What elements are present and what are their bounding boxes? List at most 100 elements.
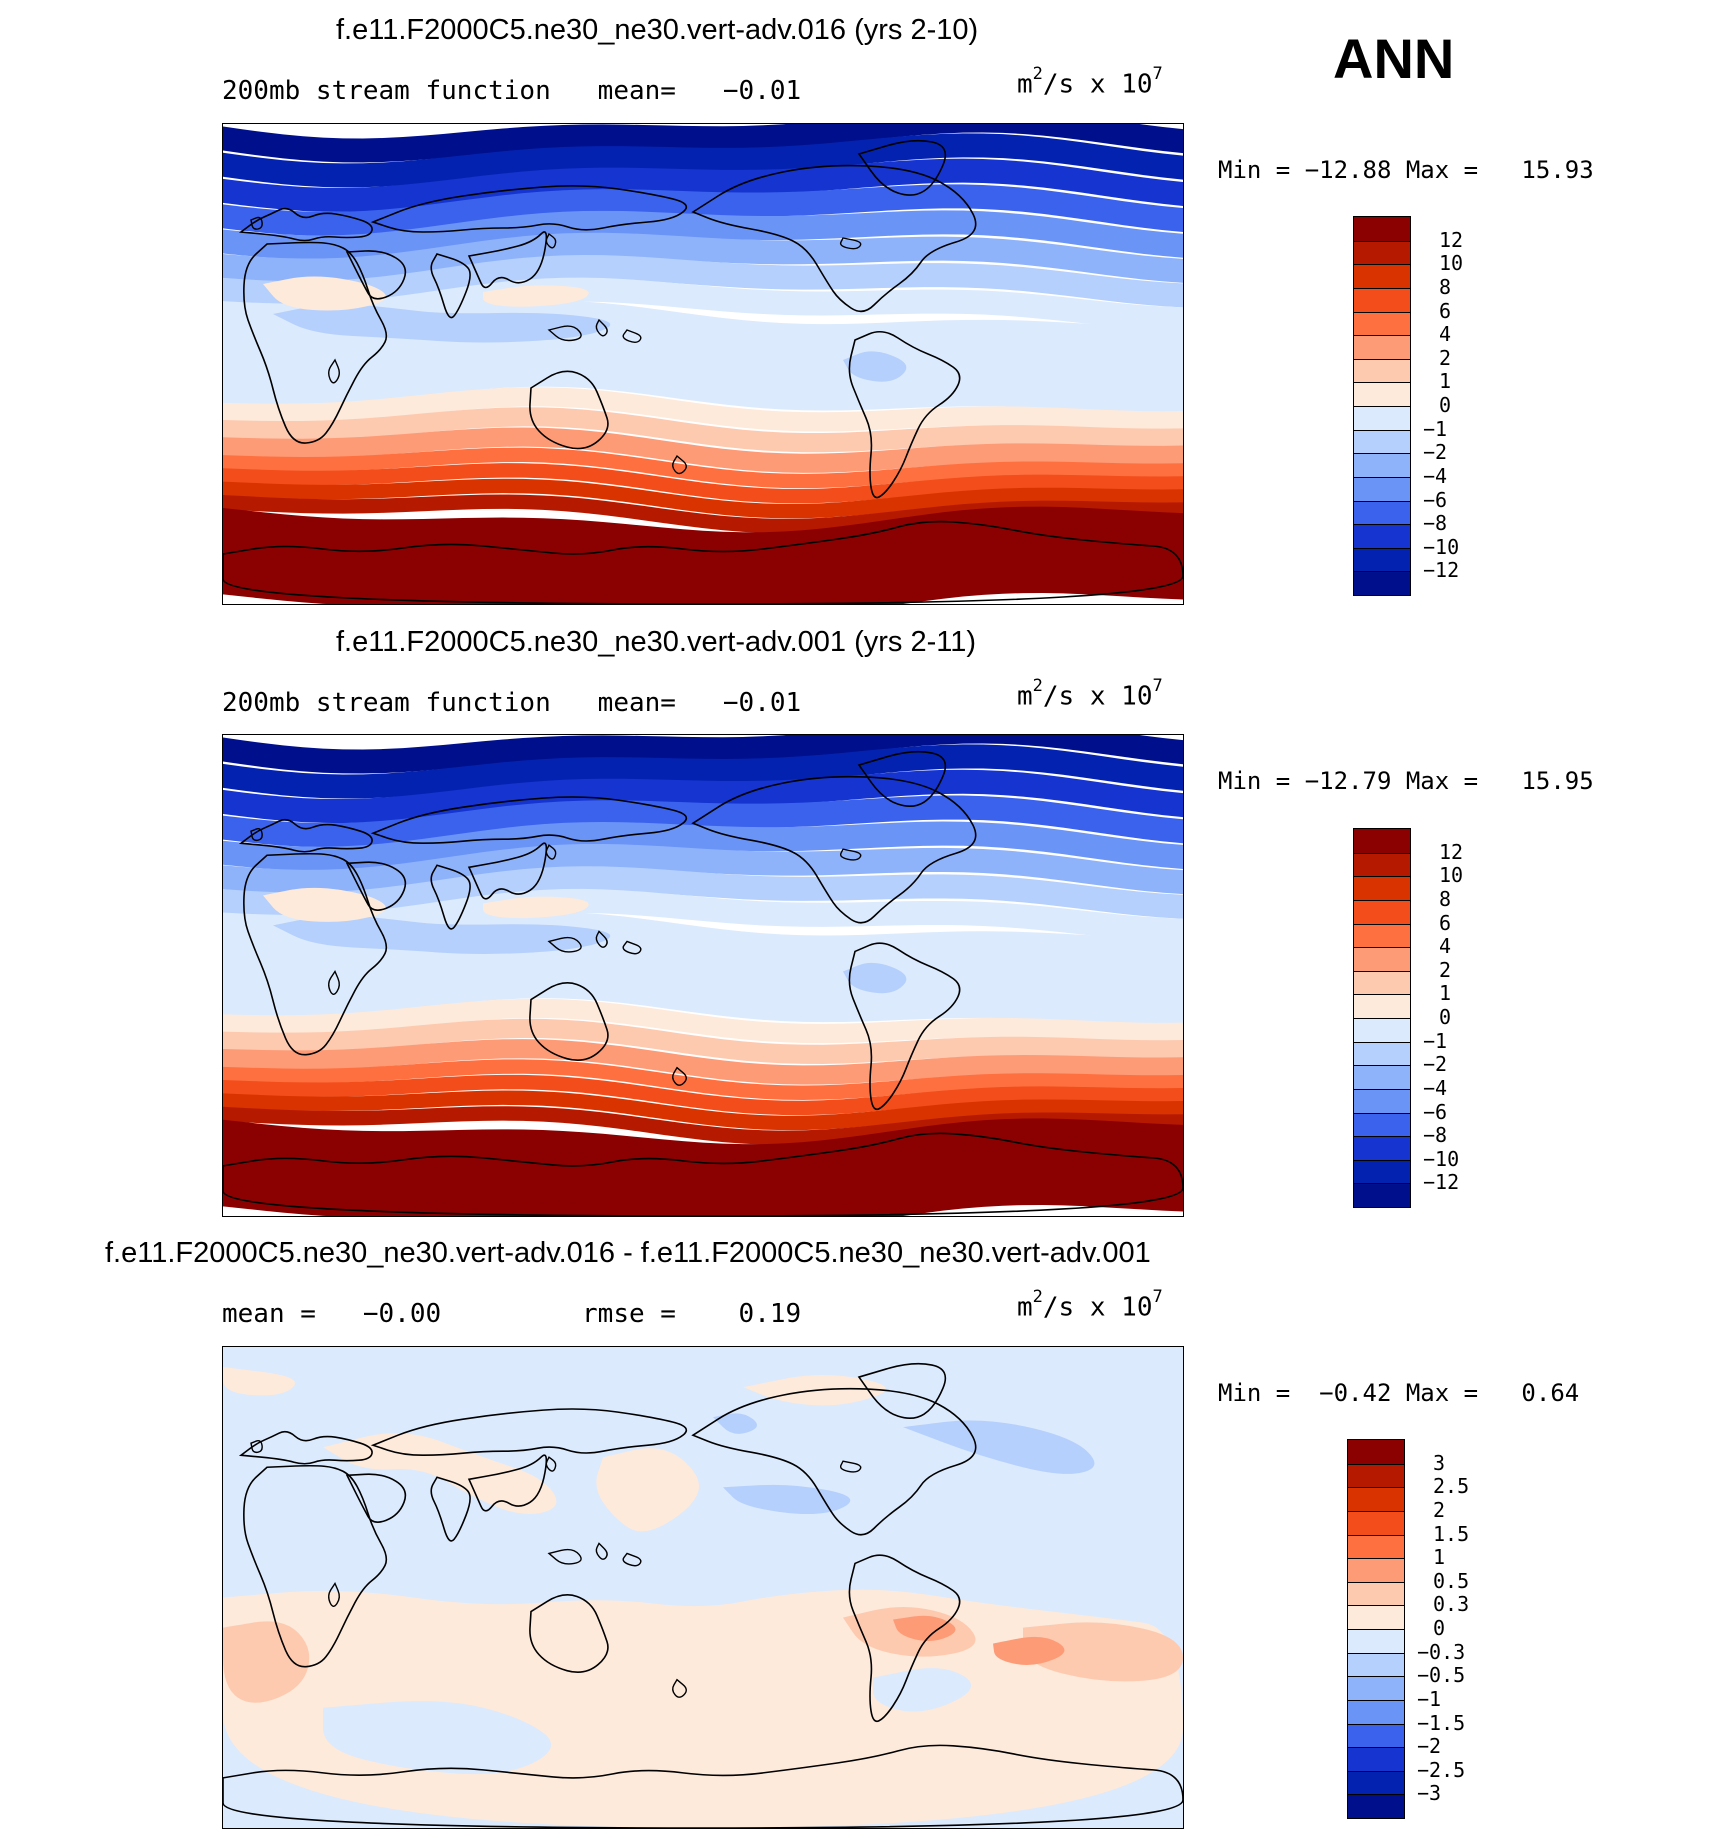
colorbar-swatch [1354,852,1410,877]
colorbar-tick-label: −2.5 [1417,1757,1466,1782]
colorbar-swatch [1354,264,1410,288]
coastline [691,775,977,924]
colorbar-tick-label: 4 [1439,934,1452,959]
coastline [243,1464,388,1668]
island-outline [545,232,557,249]
units-mid: /s x 10 [1042,1292,1153,1323]
colorbar-swatch [1354,1041,1410,1066]
colorbar-swatch [1348,1534,1404,1559]
colorbar-tick-label: 12 [1439,839,1464,864]
colorbar-swatch [1354,1018,1410,1042]
colorbar-swatch [1354,1159,1410,1184]
colorbar-swatch [1354,429,1410,454]
coastline [529,1594,609,1673]
contour-band [223,1118,1183,1216]
units-mid: /s x 10 [1042,69,1153,100]
colorbar-swatch [1348,1770,1404,1795]
colorbar-tick-label: 2.5 [1433,1474,1470,1499]
coastline [467,231,548,289]
units-base: m [1017,1292,1033,1323]
colorbar-tick-label: −2 [1423,440,1448,465]
colorbar-tick-label: −0.5 [1417,1663,1466,1688]
colorbar-swatch [1354,547,1410,572]
contour-blob [323,1433,557,1515]
colorbar-swatch [1354,524,1410,548]
colorbar-swatch [1354,453,1410,477]
contour-band [223,769,1183,824]
contour-blob [483,896,589,919]
contour-blob [223,1367,295,1396]
contour-band [223,998,1183,1044]
season-label: ANN [1333,27,1455,90]
colorbar-swatch [1354,1112,1410,1137]
coastline [529,370,609,450]
panel-2-units: m2/s x 107 [1017,676,1163,712]
colorbar-swatch [1354,1088,1410,1113]
contour-band [223,1106,1183,1146]
colorbar-swatch [1354,311,1410,336]
map-canvas [223,1347,1183,1828]
coastline [467,842,548,900]
colorbar-swatch [1354,923,1410,948]
colorbar-tick-label: 1 [1439,369,1452,394]
contour-blob [223,1621,310,1703]
colorbar-swatch [1354,476,1410,501]
panel-1-colorbar [1353,216,1411,596]
colorbar-swatch [1354,1136,1410,1160]
panel-2-map [222,734,1184,1217]
contour-band [223,1039,1183,1085]
colorbar-swatch [1348,1676,1404,1700]
colorbar-swatch [1354,994,1410,1018]
island-outline [595,930,608,948]
panel-2-min-max: Min = −12.79 Max = 15.95 [1218,767,1594,795]
colorbar-tick-label: −8 [1423,511,1448,536]
contour-band [223,232,1183,283]
contour-band [223,478,1183,519]
colorbar-swatch [1354,335,1410,359]
colorbar-tick-label: 6 [1439,910,1452,935]
colorbar-swatch [1354,876,1410,900]
colorbar-tick-label: 0.3 [1433,1592,1470,1617]
units-exp: 2 [1032,676,1043,696]
contour-band [223,447,1183,489]
colorbar-swatch [1348,1558,1404,1582]
colorbar-tick-label: −2 [1417,1734,1442,1759]
colorbar-tick-label: −10 [1423,1146,1460,1171]
contour-blob [843,962,907,994]
colorbar-tick-label: 8 [1439,886,1452,911]
colorbar-tick-label: −0.3 [1417,1639,1466,1664]
contour-blob [263,887,386,922]
colorbar-tick-label: 0 [1433,1616,1446,1640]
colorbar-tick-label: 12 [1439,227,1464,252]
colorbar-swatch [1348,1747,1404,1771]
contour-blob [483,285,589,307]
coastline [430,1476,471,1542]
colorbar-tick-label: 0.5 [1433,1568,1470,1593]
colorbar-tick-label: 2 [1439,957,1452,982]
colorbar-swatch [1354,1183,1410,1207]
contour-blob [273,304,611,343]
units-exp: 2 [1032,64,1043,84]
colorbar-tick-label: 6 [1439,298,1452,323]
coastline [691,164,977,313]
colorbar-swatch [1354,829,1410,853]
coastline [848,1554,961,1723]
colorbar-swatch [1348,1463,1404,1488]
colorbar-swatch [1354,1065,1410,1089]
contour-band [223,124,1183,163]
colorbar-tick-label: −1 [1417,1686,1442,1711]
contour-blob [713,1413,757,1434]
island-outline [595,1542,608,1560]
contour-band [223,254,1183,308]
island-outline [547,1548,582,1565]
panel-3-title: f.e11.F2000C5.ne30_ne30.vert-adv.016 - f… [105,1237,1151,1269]
island-outline [672,1678,687,1698]
island-outline [250,1439,263,1454]
colorbar-tick-label: −12 [1423,558,1460,583]
coastline [238,818,373,853]
island-outline [547,325,582,342]
map-canvas [223,124,1183,604]
panel-1-map [222,123,1184,605]
units-exp: 2 [1032,1287,1043,1307]
coastline [243,852,388,1056]
